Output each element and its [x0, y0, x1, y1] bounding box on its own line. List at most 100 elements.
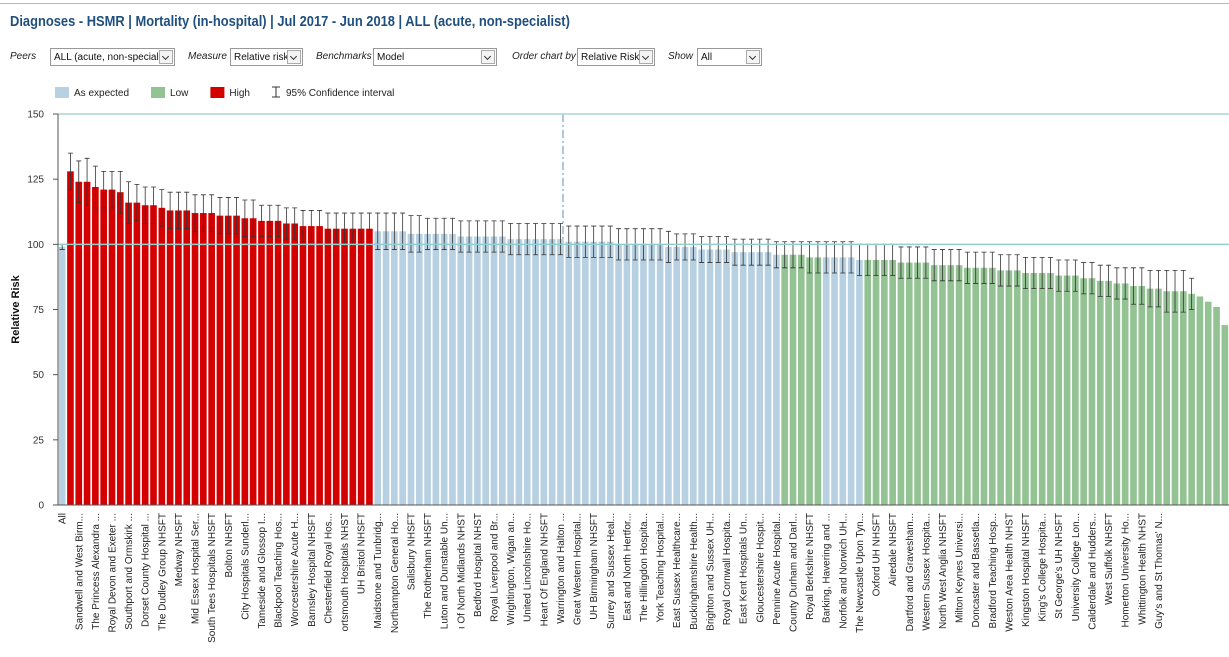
bar — [606, 241, 614, 505]
x-tick-label: Salisbury NHSFT — [406, 513, 417, 590]
bar — [274, 220, 282, 505]
dropdown[interactable]: All — [697, 48, 762, 66]
dropdown[interactable]: ALL (acute, non-special — [50, 48, 175, 66]
bar — [1022, 273, 1029, 505]
error-bar — [582, 225, 588, 258]
dropdown-arrow[interactable] — [287, 50, 301, 64]
error-bar — [674, 233, 680, 261]
bar — [1030, 273, 1038, 505]
bar — [1113, 283, 1121, 505]
error-bar — [541, 223, 547, 256]
error-bar — [292, 207, 298, 240]
dropdown[interactable]: Relative risk — [230, 48, 303, 66]
error-bar — [76, 160, 82, 204]
bar — [665, 246, 672, 505]
bar — [640, 244, 647, 506]
bar — [964, 267, 971, 505]
dropdown[interactable]: Model — [373, 48, 497, 66]
error-bar — [1006, 254, 1012, 287]
bar — [482, 236, 490, 505]
dropdown-value: All — [701, 52, 713, 63]
x-tick-label: All — [58, 513, 69, 524]
dropdown-arrow[interactable] — [639, 50, 653, 64]
bar — [324, 228, 332, 505]
bar — [972, 267, 980, 505]
error-bar — [998, 254, 1004, 287]
bar — [706, 249, 714, 505]
error-bar — [981, 251, 987, 284]
error-bar — [117, 170, 123, 214]
bar — [291, 223, 299, 506]
x-tick-label: Dartford and Gravesham... — [905, 513, 916, 631]
error-bar — [126, 181, 132, 224]
bar — [166, 210, 174, 506]
dropdown-value: Model — [377, 52, 405, 63]
error-bar — [524, 223, 530, 256]
bar — [714, 249, 722, 505]
error-bar — [1081, 262, 1087, 295]
error-bar — [300, 210, 306, 243]
bar — [490, 236, 498, 505]
dropdown-arrow[interactable] — [746, 50, 760, 64]
error-bar — [1089, 262, 1095, 295]
x-tick-label: Chesterfield Royal Hos... — [323, 513, 334, 624]
bar — [598, 241, 606, 505]
bar — [988, 267, 996, 505]
dropdown-value: Relative risk — [234, 52, 289, 63]
dropdown-arrow[interactable] — [481, 50, 495, 64]
x-tick-label: UH Bristol NHSFT — [357, 513, 368, 594]
x-tick-label: East and North Hertfor... — [622, 513, 633, 621]
dropdown-value: Relative Risk — [581, 52, 640, 63]
bar — [573, 241, 581, 505]
error-bar — [599, 225, 605, 258]
x-tick-label: King's College Hospita... — [1038, 513, 1049, 622]
bar — [407, 233, 415, 505]
bar — [540, 239, 548, 505]
x-tick-label: Royal Devon and Exeter ... — [107, 513, 118, 633]
x-tick-label: East Sussex Healthcare... — [672, 513, 683, 628]
x-tick-label: Southport and Ormskirk ... — [124, 513, 135, 630]
error-bar — [250, 199, 256, 237]
bar — [1080, 278, 1087, 505]
dropdown-value: ALL (acute, non-special — [54, 52, 159, 63]
bar — [1055, 275, 1063, 505]
error-bar — [391, 212, 397, 250]
error-bar — [408, 215, 414, 253]
x-tick-label: North West Anglia NHSFT — [938, 513, 949, 629]
bar — [631, 244, 639, 506]
x-tick-label: York Teaching Hospital... — [656, 513, 667, 623]
bar — [1138, 286, 1146, 505]
error-bar — [574, 225, 580, 258]
x-tick-label: Mid Essex Hospital Ser... — [191, 513, 202, 624]
error-bar — [724, 236, 730, 263]
x-tick-label: Bradford Teaching Hosp... — [988, 513, 999, 628]
x-tick-label: West Suffolk NHSFT — [1104, 513, 1115, 605]
error-bar — [915, 246, 921, 279]
error-bar — [699, 236, 705, 263]
x-tick-label: Kingston Hospital NHSFT — [1021, 513, 1032, 627]
error-bar — [773, 241, 779, 269]
dropdown[interactable]: Relative Risk — [577, 48, 655, 66]
bar — [739, 252, 747, 505]
bar — [382, 231, 390, 506]
bar — [1146, 288, 1154, 505]
error-bar — [109, 170, 115, 209]
error-bar — [234, 197, 240, 235]
bar — [1171, 291, 1179, 505]
error-bar — [682, 233, 688, 261]
error-bar — [101, 170, 107, 209]
error-bar — [732, 238, 738, 266]
x-tick-label: Medway NHSFT — [174, 513, 185, 586]
legend-swatch — [210, 87, 225, 98]
bar — [283, 223, 290, 506]
error-bar — [923, 246, 929, 279]
bar — [399, 231, 406, 506]
bar — [67, 171, 74, 505]
error-bar — [209, 194, 215, 232]
x-tick-label: Worcestershire Acute H... — [290, 513, 301, 626]
bar — [150, 205, 157, 505]
error-bar — [1023, 256, 1029, 290]
dropdown-arrow[interactable] — [159, 50, 173, 64]
control-label: Peers — [10, 51, 37, 62]
error-bar — [200, 194, 206, 232]
